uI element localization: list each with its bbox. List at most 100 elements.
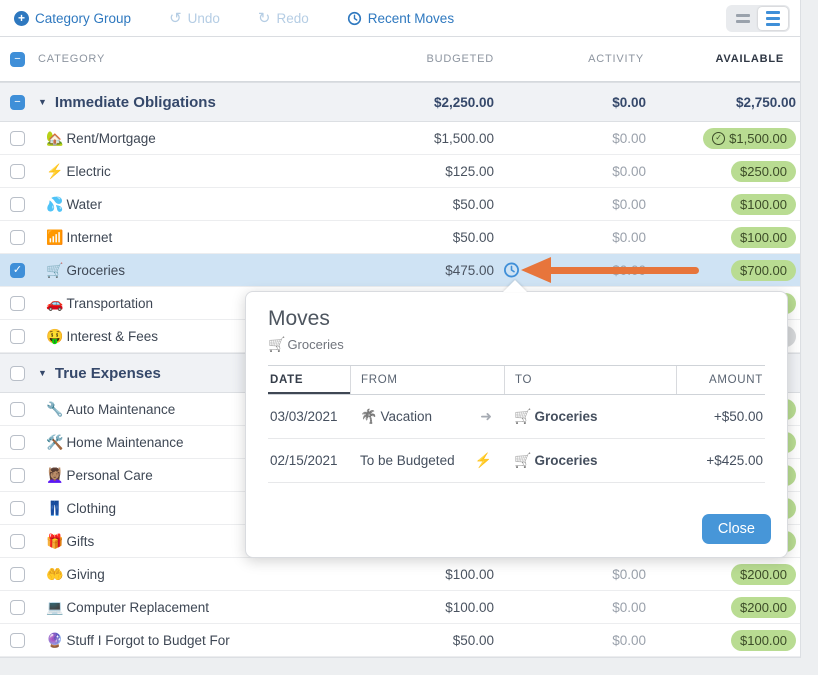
column-header-category[interactable]: CATEGORY bbox=[38, 53, 106, 65]
budgeted-value[interactable]: $50.00 bbox=[452, 196, 494, 212]
category-name-label: Transportation bbox=[66, 295, 153, 311]
row-checkbox[interactable]: ✓ bbox=[10, 262, 25, 278]
budgeted-value[interactable]: $50.00 bbox=[452, 229, 494, 245]
redo-button[interactable]: ↻ Redo bbox=[258, 11, 309, 26]
moves-column-date[interactable]: DATE bbox=[268, 366, 350, 394]
category-name[interactable]: 🎁 Gifts bbox=[38, 533, 348, 550]
category-name-label: Groceries bbox=[66, 262, 125, 278]
row-checkbox[interactable] bbox=[10, 599, 25, 615]
row-checkbox[interactable] bbox=[10, 163, 25, 179]
column-header-activity[interactable]: ACTIVITY bbox=[588, 53, 644, 65]
row-checkbox[interactable] bbox=[10, 130, 25, 146]
move-row: 02/15/2021 To be Budgeted ⚡ 🛒 Groceries +$425… bbox=[268, 439, 765, 483]
row-checkbox[interactable] bbox=[10, 434, 25, 450]
available-pill[interactable]: $100.00 bbox=[731, 193, 796, 215]
category-emoji-icon: 💦 bbox=[46, 195, 64, 212]
category-name[interactable]: 💦 Water bbox=[38, 196, 348, 213]
available-pill[interactable]: $200.00 bbox=[731, 563, 796, 585]
budget-group-row[interactable]: − ▼ Immediate Obligations $2,250.00 $0.00 $2,… bbox=[0, 82, 800, 122]
category-emoji-icon: ⚡ bbox=[46, 162, 64, 179]
category-name[interactable]: 🤲 Giving bbox=[38, 566, 348, 583]
available-pill[interactable]: ✓ $1,500.00 bbox=[703, 127, 796, 149]
category-name[interactable]: 👖 Clothing bbox=[38, 500, 348, 517]
row-checkbox[interactable] bbox=[10, 632, 25, 648]
collapse-triangle-icon[interactable]: ▼ bbox=[38, 368, 47, 378]
budgeted-value[interactable]: $100.00 bbox=[445, 599, 494, 615]
row-checkbox[interactable]: − bbox=[10, 94, 25, 110]
collapsed-view-button[interactable] bbox=[728, 7, 758, 30]
expanded-view-button[interactable] bbox=[758, 7, 788, 30]
category-name[interactable]: 🏡 Rent/Mortgage bbox=[38, 130, 348, 147]
row-checkbox[interactable] bbox=[10, 566, 25, 582]
row-checkbox[interactable] bbox=[10, 196, 25, 212]
recent-moves-icon[interactable] bbox=[503, 262, 520, 279]
category-name[interactable]: 💻 Computer Replacement bbox=[38, 599, 348, 616]
row-checkbox[interactable] bbox=[10, 500, 25, 516]
row-checkbox[interactable] bbox=[10, 533, 25, 549]
category-emoji-icon: 🏡 bbox=[46, 129, 64, 146]
budgeted-value[interactable]: $2,250.00 bbox=[433, 94, 494, 110]
recent-moves-button[interactable]: Recent Moves bbox=[347, 11, 454, 26]
category-name[interactable]: 🔧 Auto Maintenance bbox=[38, 401, 348, 418]
budget-row[interactable]: 🏡 Rent/Mortgage $1,500.00 $0.00 ✓ $1,500.00 bbox=[0, 122, 800, 155]
available-value: $2,750.00 bbox=[735, 94, 796, 110]
available-cell: $100.00 bbox=[648, 629, 800, 651]
budget-row[interactable]: 🤲 Giving $100.00 $0.00 $200.00 bbox=[0, 558, 800, 591]
category-name[interactable]: ▼ Immediate Obligations bbox=[38, 94, 348, 111]
budget-row[interactable]: 🔮 Stuff I Forgot to Budget For $50.00 $0.00… bbox=[0, 624, 800, 657]
column-header-available[interactable]: AVAILABLE bbox=[715, 53, 784, 65]
category-name[interactable]: 💆🏽‍♀️ Personal Care bbox=[38, 467, 348, 484]
category-name[interactable]: 🛠️ Home Maintenance bbox=[38, 434, 348, 451]
close-button[interactable]: Close bbox=[701, 514, 771, 544]
move-from-label: To be Budgeted bbox=[360, 453, 455, 468]
category-name[interactable]: 📶 Internet bbox=[38, 229, 348, 246]
budgeted-value[interactable]: $1,500.00 bbox=[433, 130, 494, 146]
budget-row[interactable]: ⚡ Electric $125.00 $0.00 $250.00 bbox=[0, 155, 800, 188]
category-name[interactable]: ⚡ Electric bbox=[38, 163, 348, 180]
undo-button[interactable]: ↺ Undo bbox=[169, 11, 220, 26]
undo-icon: ↺ bbox=[169, 9, 182, 27]
available-pill[interactable]: $250.00 bbox=[731, 160, 796, 182]
moves-column-amount[interactable]: AMOUNT bbox=[676, 366, 765, 394]
moves-column-to[interactable]: TO bbox=[504, 366, 676, 394]
budget-row[interactable]: ✓ 🛒 Groceries $475.00 $0.00 $700.00 bbox=[0, 254, 800, 287]
row-checkbox[interactable] bbox=[10, 467, 25, 483]
activity-value: $0.00 bbox=[612, 262, 646, 278]
row-checkbox[interactable] bbox=[10, 328, 25, 344]
budget-row[interactable]: 💦 Water $50.00 $0.00 $100.00 bbox=[0, 188, 800, 221]
collapse-triangle-icon[interactable]: ▼ bbox=[38, 97, 47, 107]
row-checkbox[interactable] bbox=[10, 365, 25, 381]
available-pill[interactable]: $100.00 bbox=[731, 629, 796, 651]
to-category-emoji-icon: 🛒 bbox=[514, 408, 532, 424]
category-emoji-icon: 🚗 bbox=[46, 294, 64, 311]
available-value: $100.00 bbox=[740, 196, 787, 212]
budgeted-value[interactable]: $475.00 bbox=[445, 262, 494, 278]
category-name[interactable]: 🚗 Transportation bbox=[38, 295, 348, 312]
move-from: 🌴 Vacation ➜ bbox=[350, 395, 504, 438]
select-all-checkbox[interactable]: − bbox=[10, 51, 25, 67]
available-pill[interactable]: $100.00 bbox=[731, 226, 796, 248]
check-circle-icon: ✓ bbox=[712, 131, 726, 145]
category-name[interactable]: ▼ True Expenses bbox=[38, 365, 348, 382]
moves-column-from[interactable]: FROM bbox=[350, 366, 504, 394]
budgeted-value[interactable]: $50.00 bbox=[452, 632, 494, 648]
available-pill[interactable]: $200.00 bbox=[731, 596, 796, 618]
moves-table-body: 03/03/2021 🌴 Vacation ➜ 🛒 Groceries +$50.00 02/… bbox=[268, 395, 765, 483]
budget-row[interactable]: 📶 Internet $50.00 $0.00 $100.00 bbox=[0, 221, 800, 254]
column-header-budgeted[interactable]: BUDGETED bbox=[426, 53, 494, 65]
category-name[interactable]: 🔮 Stuff I Forgot to Budget For bbox=[38, 632, 348, 649]
add-category-group-button[interactable]: + Category Group bbox=[14, 10, 131, 26]
budgeted-value[interactable]: $100.00 bbox=[445, 566, 494, 582]
available-value: $100.00 bbox=[740, 632, 787, 648]
row-checkbox[interactable] bbox=[10, 401, 25, 417]
budgeted-value[interactable]: $125.00 bbox=[445, 163, 494, 179]
category-name[interactable]: 🛒 Groceries bbox=[38, 262, 348, 279]
budget-row[interactable]: 💻 Computer Replacement $100.00 $0.00 $200.00 bbox=[0, 591, 800, 624]
move-amount: +$425.00 bbox=[706, 453, 763, 468]
available-pill[interactable]: $700.00 bbox=[731, 259, 796, 281]
row-checkbox[interactable] bbox=[10, 229, 25, 245]
available-value: $100.00 bbox=[740, 229, 787, 245]
row-checkbox[interactable] bbox=[10, 295, 25, 311]
category-name[interactable]: 🤑 Interest & Fees bbox=[38, 328, 348, 345]
table-header: − CATEGORY BUDGETED ACTIVITY AVAILABLE bbox=[0, 37, 800, 82]
